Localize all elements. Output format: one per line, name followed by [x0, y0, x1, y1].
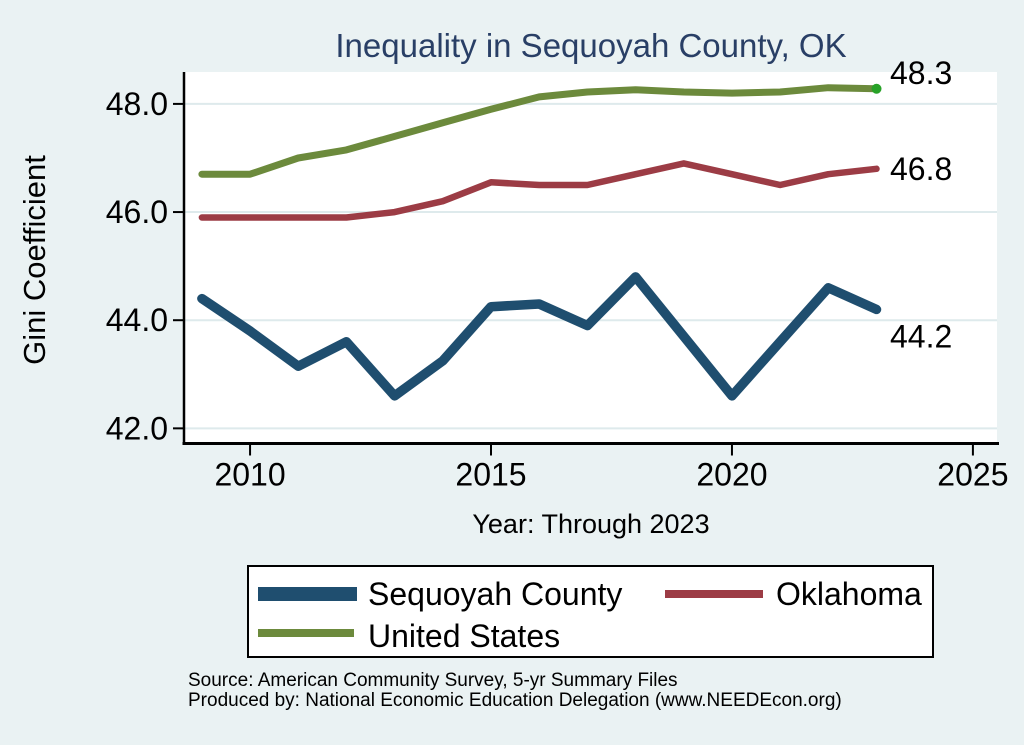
x-tick-label-2020: 2020	[696, 457, 767, 493]
x-tick-label-2010: 2010	[214, 457, 285, 493]
source-line: Source: American Community Survey, 5-yr …	[188, 670, 678, 691]
legend-label-sequoyah-county: Sequoyah County	[368, 576, 623, 612]
legend-swatch-sequoyah-county	[258, 587, 357, 601]
produced-by-line: Produced by: National Economic Education…	[188, 689, 842, 711]
series-line-oklahoma	[198, 160, 880, 221]
y-tick-label-44.0: 44.0	[106, 302, 168, 338]
legend-swatch-united-states	[258, 629, 354, 637]
x-axis-title: Year: Through 2023	[472, 509, 710, 539]
end-label-sequoyah-county: 44.2	[890, 318, 952, 354]
y-tick-label-42.0: 42.0	[106, 410, 168, 446]
legend-swatch-oklahoma	[665, 590, 763, 598]
plot-area	[185, 72, 997, 444]
chart-title: Inequality in Sequoyah County, OK	[335, 27, 847, 64]
source-note: Source: American Community Survey, 5-yr …	[188, 671, 1008, 710]
series-line-united-states	[198, 84, 880, 178]
legend-label-oklahoma: Oklahoma	[776, 576, 922, 612]
x-tick-label-2025: 2025	[937, 457, 1008, 493]
y-tick-label-46.0: 46.0	[106, 194, 168, 230]
end-label-united-states: 48.3	[890, 55, 952, 91]
series-line-sequoyah-county	[197, 272, 882, 401]
legend-label-united-states: United States	[368, 618, 561, 654]
end-label-oklahoma: 46.8	[890, 151, 952, 187]
y-tick-label-48.0: 48.0	[106, 86, 168, 122]
chart-legend: Sequoyah County Oklahoma United States	[247, 565, 934, 658]
end-marker-united-states	[871, 83, 882, 94]
x-tick-label-2015: 2015	[455, 457, 526, 493]
